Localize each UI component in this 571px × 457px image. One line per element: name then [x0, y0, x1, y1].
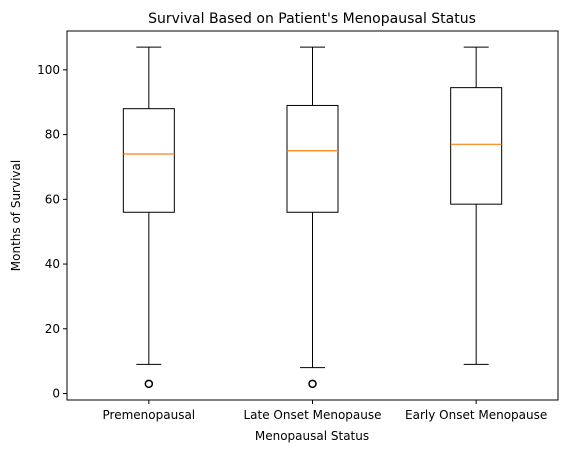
box-group: [122, 46, 175, 389]
y-tick-label: 0: [52, 387, 60, 401]
chart-title: Survival Based on Patient's Menopausal S…: [148, 11, 476, 27]
box-group: [286, 46, 339, 389]
box: [122, 108, 175, 213]
y-tick-label: 80: [45, 128, 60, 142]
x-axis-label: Menopausal Status: [255, 429, 369, 443]
y-tick-label: 40: [45, 257, 60, 271]
y-tick-label: 60: [45, 192, 60, 206]
box: [286, 104, 339, 213]
y-tick-label: 100: [37, 63, 60, 77]
y-axis-label: Months of Survival: [9, 160, 23, 271]
y-axis: 0 20 40 60 80 100: [37, 63, 67, 401]
x-axis: Premenopausal Late Onset Menopause Early O…: [103, 400, 547, 422]
box-group: [450, 46, 503, 365]
outlier-point: [144, 379, 154, 389]
box: [450, 87, 503, 205]
y-tick-label: 20: [45, 322, 60, 336]
x-tick-label: Early Onset Menopause: [405, 408, 547, 422]
plot-area: [122, 46, 503, 389]
outlier-point: [308, 379, 317, 389]
x-tick-label: Late Onset Menopause: [243, 408, 381, 422]
x-tick-label: Premenopausal: [103, 408, 196, 422]
